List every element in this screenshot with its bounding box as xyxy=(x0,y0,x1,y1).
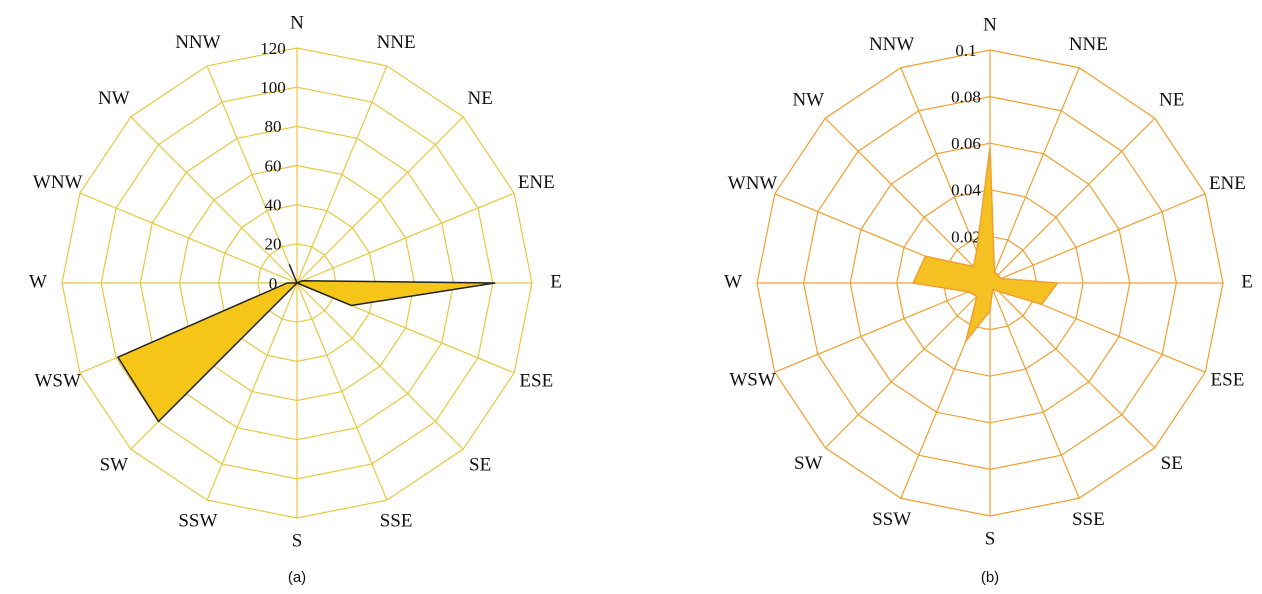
direction-label: SW xyxy=(794,453,823,474)
spoke xyxy=(296,282,464,450)
r-tick-label: 60 xyxy=(265,156,282,175)
spoke xyxy=(296,116,464,284)
direction-label: ENE xyxy=(518,172,555,193)
direction-label: ESE xyxy=(1211,370,1245,391)
r-tick-label: 120 xyxy=(260,39,286,58)
spoke xyxy=(774,282,991,373)
r-tick-label: 0.02 xyxy=(951,227,981,246)
r-tick-label: 20 xyxy=(265,235,282,254)
direction-label: SSE xyxy=(1072,509,1105,530)
direction-label: SW xyxy=(100,455,129,476)
direction-label: NW xyxy=(98,88,130,109)
spoke xyxy=(296,282,388,501)
direction-label: NE xyxy=(1159,90,1184,111)
data-area xyxy=(912,147,1059,342)
caption: (a) xyxy=(288,569,306,586)
direction-label: SSE xyxy=(380,511,413,532)
direction-label: NNE xyxy=(377,32,416,53)
direction-label: ESE xyxy=(519,370,553,391)
spoke xyxy=(296,192,515,284)
r-tick-label: 0.08 xyxy=(951,88,981,107)
r-tick-label: 0.04 xyxy=(951,181,981,200)
data-area xyxy=(117,264,496,423)
spoke xyxy=(900,67,991,284)
spoke xyxy=(824,117,991,284)
direction-label: S xyxy=(292,530,303,551)
caption: (b) xyxy=(981,569,999,586)
direction-label: SE xyxy=(1161,453,1183,474)
spoke xyxy=(79,192,298,284)
r-tick-label: 40 xyxy=(265,196,282,215)
direction-label: E xyxy=(550,271,562,292)
direction-label: SE xyxy=(469,455,491,476)
spoke xyxy=(989,117,1156,284)
spoke xyxy=(989,282,1156,449)
r-tick-label: 0.1 xyxy=(955,41,976,60)
direction-label: WNW xyxy=(728,173,778,194)
direction-label: WNW xyxy=(33,172,83,193)
direction-label: W xyxy=(29,271,47,292)
direction-label: NW xyxy=(792,90,824,111)
spoke xyxy=(989,67,1080,284)
direction-label: N xyxy=(290,12,304,33)
spoke xyxy=(824,282,991,449)
spoke xyxy=(130,116,298,284)
direction-label: NE xyxy=(467,88,492,109)
r-tick-label: 100 xyxy=(260,78,286,97)
direction-label: ENE xyxy=(1209,173,1246,194)
spoke xyxy=(989,193,1206,284)
direction-label: NNW xyxy=(869,34,914,55)
direction-label: NNW xyxy=(175,32,220,53)
direction-label: SSW xyxy=(178,511,217,532)
spoke xyxy=(206,282,298,501)
direction-label: SSW xyxy=(872,509,911,530)
direction-label: WSW xyxy=(34,370,81,391)
direction-label: S xyxy=(985,528,996,549)
r-tick-label: 80 xyxy=(265,117,282,136)
direction-label: W xyxy=(724,271,742,292)
direction-label: E xyxy=(1241,271,1253,292)
direction-label: N xyxy=(983,14,997,35)
spoke xyxy=(989,282,1080,499)
spoke xyxy=(206,65,298,284)
r-tick-label: 0.06 xyxy=(951,134,981,153)
direction-label: NNE xyxy=(1069,34,1108,55)
direction-label: WSW xyxy=(729,370,776,391)
spoke xyxy=(296,65,388,284)
r-tick-label: 0 xyxy=(269,274,278,293)
